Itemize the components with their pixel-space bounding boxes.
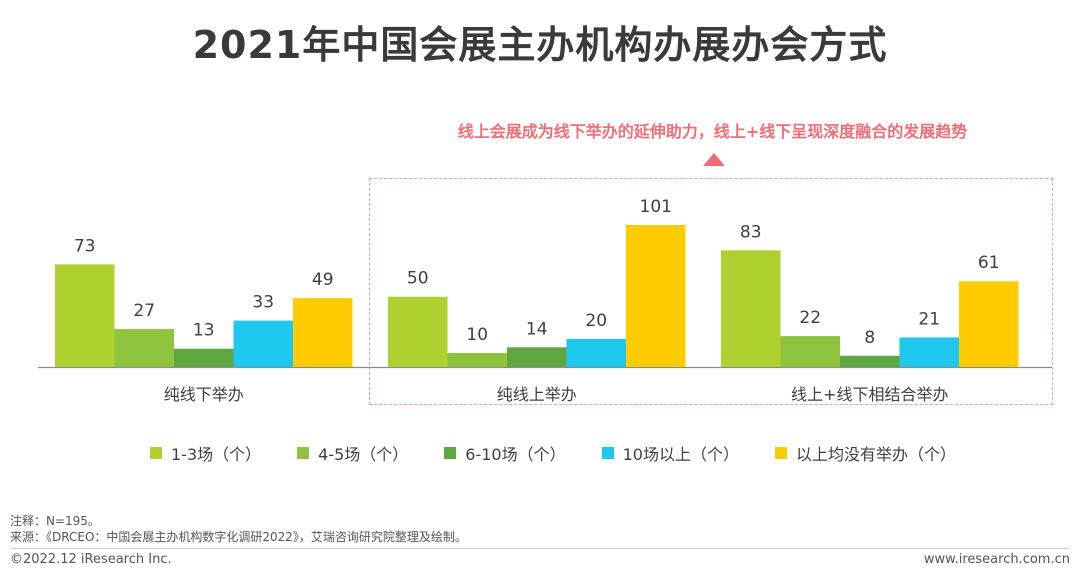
- category-label: 线上+线下相结合举办: [791, 385, 948, 404]
- legend-item-3: 6-10场（个）: [444, 441, 566, 465]
- bar-2-2: [447, 352, 507, 367]
- legend-label: 10场以上（个）: [622, 445, 739, 464]
- bar-1-3: [174, 348, 234, 367]
- legend-swatch: [444, 447, 457, 459]
- bar-value-label: 83: [740, 222, 762, 242]
- footer-website: www.iresearch.com.cn: [923, 552, 1070, 567]
- legend-item-1: 1-3场（个）: [150, 441, 261, 465]
- footer-divider: [10, 548, 1070, 549]
- bar-3-1: [721, 250, 781, 367]
- bar-value-label: 21: [918, 309, 940, 329]
- legend-item-4: 10场以上（个）: [601, 441, 739, 465]
- bar-2-3: [507, 347, 567, 367]
- bar-value-label: 10: [466, 325, 488, 345]
- bar-3-3: [840, 355, 900, 367]
- bar-value-label: 20: [585, 311, 607, 331]
- legend-swatch: [601, 447, 614, 459]
- legend-swatch: [297, 447, 310, 459]
- legend-swatch: [150, 447, 162, 459]
- legend-label: 1-3场（个）: [171, 445, 262, 464]
- bar-3-5: [959, 281, 1019, 367]
- bar-value-label: 22: [799, 308, 821, 328]
- bar-2-1: [388, 296, 448, 367]
- chart-title: 2021年中国会展主办机构办展办会方式: [192, 23, 888, 67]
- note-sample-size: 注释：N=195。: [10, 514, 100, 528]
- callout-text: 线上会展成为线下举办的延伸助力，线上+线下呈现深度融合的发展趋势: [457, 122, 968, 141]
- bar-value-label: 13: [193, 321, 215, 341]
- note-source: 来源：《DRCEO：中国会展主办机构数字化调研2022》，艾瑞咨询研究院整理及绘…: [10, 530, 467, 544]
- bar-value-label: 61: [978, 253, 1000, 273]
- bar-1-5: [293, 298, 353, 367]
- legend-item-2: 4-5场（个）: [297, 441, 408, 465]
- legend-label: 4-5场（个）: [318, 445, 409, 464]
- legend-label: 6-10场（个）: [465, 445, 566, 464]
- bar-value-label: 8: [864, 328, 875, 348]
- legend-item-5: 以上均没有举办（个）: [774, 441, 956, 465]
- bar-value-label: 27: [133, 301, 155, 321]
- bar-2-4: [566, 338, 626, 367]
- bar-1-1: [55, 264, 115, 367]
- callout-arrow-icon: [703, 153, 725, 166]
- bar-value-label: 101: [640, 197, 672, 217]
- bar-value-label: 73: [74, 236, 96, 256]
- legend-label: 以上均没有举办（个）: [795, 445, 956, 464]
- bar-1-4: [233, 320, 293, 367]
- footer-copyright: ©2022.12 iResearch Inc.: [10, 552, 172, 567]
- bar-3-4: [899, 337, 959, 367]
- bar-value-label: 50: [407, 269, 429, 289]
- legend-swatch: [774, 447, 787, 459]
- bar-2-5: [626, 225, 686, 367]
- category-label: 纯线下举办: [164, 385, 244, 404]
- chart-legend: 1-3场（个） 4-5场（个） 6-10场（个） 10场以上（个） 以上均没有举办（个）: [150, 442, 992, 464]
- bar-1-2: [114, 329, 174, 367]
- category-label: 纯线上举办: [497, 385, 577, 404]
- bar-3-2: [780, 336, 840, 367]
- bar-value-label: 14: [526, 319, 548, 339]
- bar-value-label: 49: [312, 270, 334, 290]
- bar-value-label: 33: [252, 293, 274, 313]
- highlight-dashed-box: [369, 178, 1053, 405]
